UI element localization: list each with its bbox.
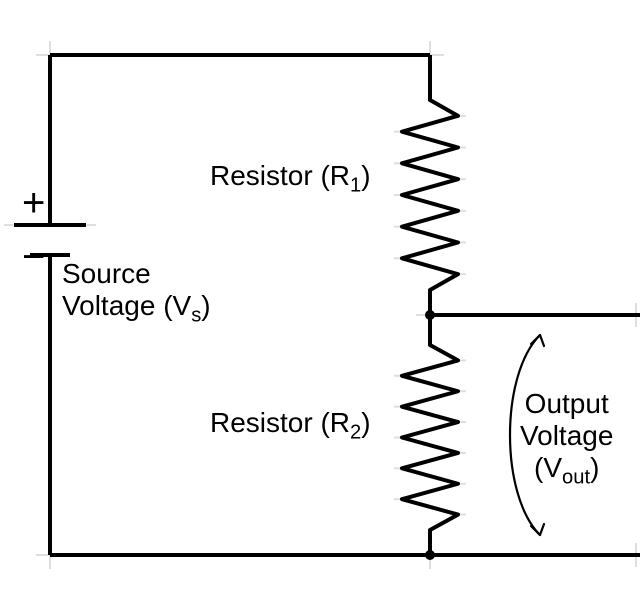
resistor-r1-label: Resistor (R1) bbox=[210, 160, 371, 198]
resistor-r2-label: Resistor (R2) bbox=[210, 407, 371, 445]
battery-minus: − bbox=[22, 234, 45, 280]
circuit-diagram: + − Source Voltage (Vs) Resistor (R1) Re… bbox=[0, 0, 641, 600]
battery-plus: + bbox=[22, 180, 45, 226]
source-voltage-label: Source Voltage (Vs) bbox=[62, 258, 211, 328]
output-voltage-label: Output Voltage (Vout) bbox=[520, 388, 613, 490]
